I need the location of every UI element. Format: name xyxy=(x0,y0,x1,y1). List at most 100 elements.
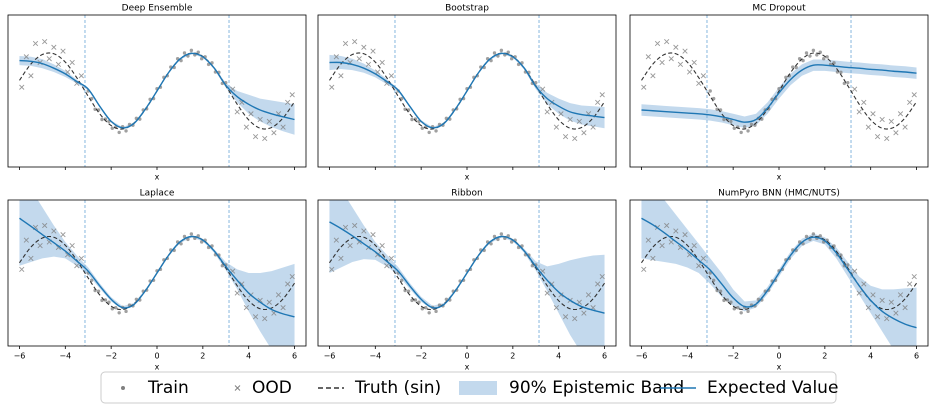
ood-point xyxy=(553,124,560,130)
ood-point xyxy=(74,263,80,269)
train-point xyxy=(499,232,504,236)
train-point xyxy=(825,238,829,242)
ood-point xyxy=(677,61,684,68)
train-point xyxy=(815,53,819,57)
legend-label: Expected Value xyxy=(707,378,838,398)
train-point xyxy=(729,300,733,304)
ood-point xyxy=(870,111,876,117)
x-axis-label: x xyxy=(777,363,782,372)
ood-point xyxy=(856,290,862,296)
ood-point xyxy=(581,130,587,136)
ood-point xyxy=(599,92,605,98)
ood-point xyxy=(664,38,670,45)
x-tick-label: −6 xyxy=(324,352,336,361)
x-axis-label: x xyxy=(777,173,782,182)
panel xyxy=(329,15,605,167)
x-tick-label: 6 xyxy=(292,352,297,361)
ood-point xyxy=(884,135,890,142)
ood-point xyxy=(69,243,75,249)
train-point xyxy=(746,309,750,314)
ood-point xyxy=(266,299,272,305)
ood-point xyxy=(888,299,894,305)
train-point xyxy=(489,242,493,246)
panel-title: MC Dropout xyxy=(752,4,806,14)
ood-point xyxy=(595,281,601,287)
ood-point xyxy=(544,290,550,296)
train-point xyxy=(182,234,187,239)
train-point xyxy=(179,58,183,63)
ood-point xyxy=(682,232,688,238)
ood-point xyxy=(856,109,862,115)
train-point xyxy=(179,242,183,246)
train-point xyxy=(722,117,726,122)
ood-point xyxy=(599,274,605,280)
ood-point xyxy=(60,48,66,54)
ood-point xyxy=(289,274,295,280)
panel xyxy=(19,15,295,167)
train-point xyxy=(434,129,438,133)
ood-point xyxy=(51,228,57,234)
ood-point xyxy=(285,99,291,106)
x-tick-label: 4 xyxy=(868,352,873,361)
expected-value-line xyxy=(641,217,917,329)
panel xyxy=(329,200,605,346)
ood-point xyxy=(262,316,268,322)
train-point xyxy=(794,65,798,70)
train-point xyxy=(117,130,121,135)
x-axis-label: x xyxy=(155,173,160,182)
train-point xyxy=(420,126,424,130)
ood-point xyxy=(23,237,29,243)
ood-point xyxy=(879,116,885,123)
ood-point xyxy=(544,109,550,115)
legend-band-swatch xyxy=(459,381,497,395)
ood-point xyxy=(861,281,867,287)
ood-point xyxy=(585,292,592,298)
truth-line xyxy=(19,235,295,311)
ood-point xyxy=(874,133,881,140)
x-axis-label: x xyxy=(465,363,470,372)
train-point xyxy=(510,240,514,244)
ood-point xyxy=(243,124,250,130)
ood-point xyxy=(19,84,25,90)
ood-point xyxy=(659,243,665,249)
x-tick-label: −6 xyxy=(14,352,26,361)
ood-point xyxy=(329,266,335,272)
epistemic-band xyxy=(19,52,295,135)
ood-point xyxy=(673,44,679,50)
legend-label: 90% Epistemic Band xyxy=(509,378,684,398)
ood-point xyxy=(902,305,908,311)
ood-point xyxy=(388,73,394,79)
panel-title: Laplace xyxy=(140,189,175,199)
ood-point xyxy=(691,243,697,249)
panel xyxy=(641,200,917,346)
ood-point xyxy=(893,130,899,136)
x-tick-label: 2 xyxy=(822,352,827,361)
ood-point xyxy=(37,243,43,249)
train-point xyxy=(825,55,829,59)
ood-point xyxy=(576,299,582,305)
ood-point xyxy=(907,99,913,106)
ood-point xyxy=(576,118,582,125)
ood-point xyxy=(42,222,48,229)
ood-point xyxy=(285,281,291,287)
train-point xyxy=(492,51,497,55)
ood-point xyxy=(333,54,339,60)
train-point xyxy=(822,57,826,61)
ood-point xyxy=(384,263,390,269)
ood-point xyxy=(289,92,295,98)
ood-point xyxy=(388,255,394,262)
train-point xyxy=(100,117,104,122)
ood-point xyxy=(540,86,546,92)
ood-point xyxy=(257,116,263,123)
train-point xyxy=(110,126,115,130)
ood-point xyxy=(338,73,344,79)
ood-point xyxy=(874,314,881,320)
ood-point xyxy=(870,292,876,298)
ood-point xyxy=(333,237,339,243)
ood-point xyxy=(641,266,647,272)
train-point xyxy=(410,117,414,122)
x-tick-label: −4 xyxy=(681,352,693,361)
ood-point xyxy=(911,92,917,98)
ood-point xyxy=(595,99,601,106)
ood-point xyxy=(581,310,587,316)
